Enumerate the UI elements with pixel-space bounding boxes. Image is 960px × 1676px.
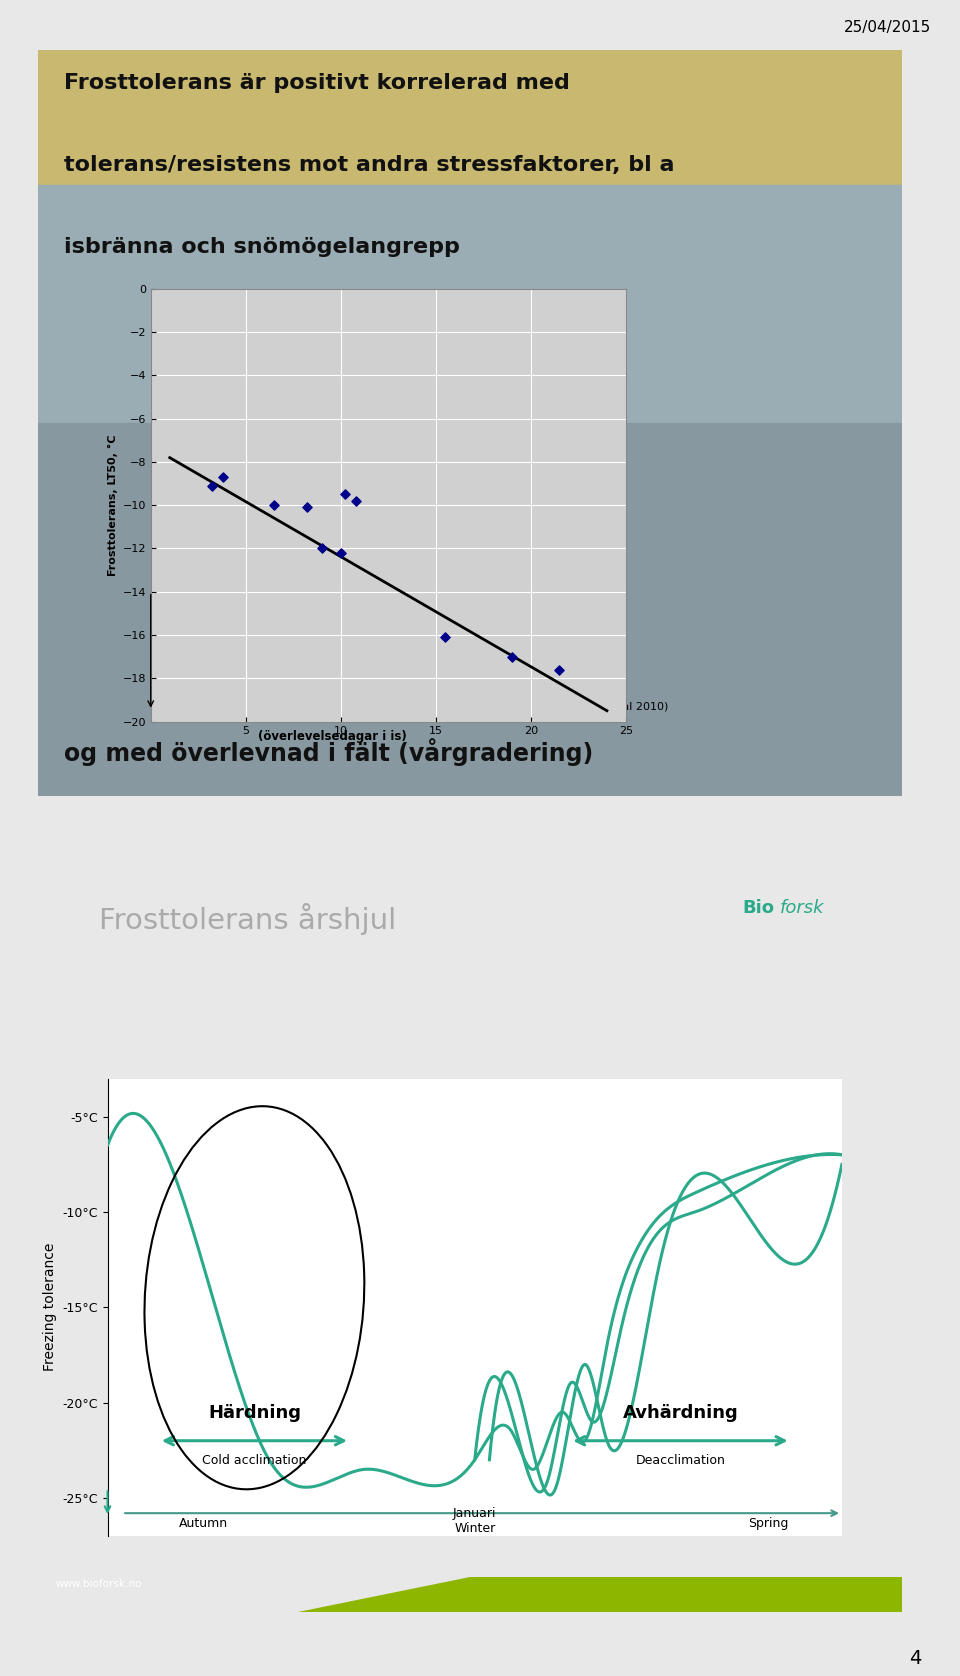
Text: Härdning: Härdning: [208, 1404, 300, 1421]
Point: [438, 623, 453, 650]
Text: 25/04/2015: 25/04/2015: [844, 20, 931, 35]
Text: Autumn: Autumn: [179, 1517, 228, 1530]
Point: [267, 491, 282, 518]
Text: Deacclimation: Deacclimation: [636, 1453, 726, 1466]
Polygon shape: [298, 1577, 902, 1612]
Point: [348, 488, 364, 515]
Text: Spring: Spring: [748, 1517, 789, 1530]
Text: tolerans/resistens mot andra stressfaktorer, bl a: tolerans/resistens mot andra stressfakto…: [64, 154, 675, 174]
Text: Frosttolerans årshjul: Frosttolerans årshjul: [99, 903, 396, 935]
Bar: [38, 422, 902, 796]
Text: Avhärdning: Avhärdning: [622, 1404, 738, 1421]
Point: [333, 540, 348, 566]
Point: [215, 464, 230, 491]
Point: [204, 473, 219, 499]
Text: (Höglind et al 2010): (Höglind et al 2010): [557, 702, 668, 712]
Text: Frosttolerans är positivt korrelerad med: Frosttolerans är positivt korrelerad med: [64, 72, 570, 92]
Text: og med överlevnad i fält (vårgradering): og med överlevnad i fält (vårgradering): [64, 739, 593, 766]
Point: [299, 494, 314, 521]
Y-axis label: Freezing tolerance: Freezing tolerance: [43, 1244, 57, 1371]
Text: Januari: Januari: [453, 1507, 496, 1520]
Text: Cold acclimation: Cold acclimation: [203, 1453, 306, 1466]
Text: 4: 4: [909, 1649, 922, 1668]
Y-axis label: Frosttolerans, LT50, °C: Frosttolerans, LT50, °C: [108, 434, 118, 577]
Text: Tolerans mot isbrännna, LD50: Tolerans mot isbrännna, LD50: [233, 701, 431, 714]
Text: isbränna och snömögelangrepp: isbränna och snömögelangrepp: [64, 236, 460, 256]
Bar: [38, 50, 902, 184]
Text: forsk: forsk: [780, 900, 825, 917]
Point: [337, 481, 352, 508]
Text: (överlevelsedagar i is): (överlevelsedagar i is): [258, 731, 406, 742]
Bar: [38, 184, 902, 422]
Point: [314, 535, 329, 561]
Point: [552, 657, 567, 684]
Text: www.bioforsk.no: www.bioforsk.no: [56, 1579, 142, 1589]
Point: [504, 644, 519, 670]
Text: Bio: Bio: [743, 900, 775, 917]
Text: Winter: Winter: [454, 1522, 495, 1535]
